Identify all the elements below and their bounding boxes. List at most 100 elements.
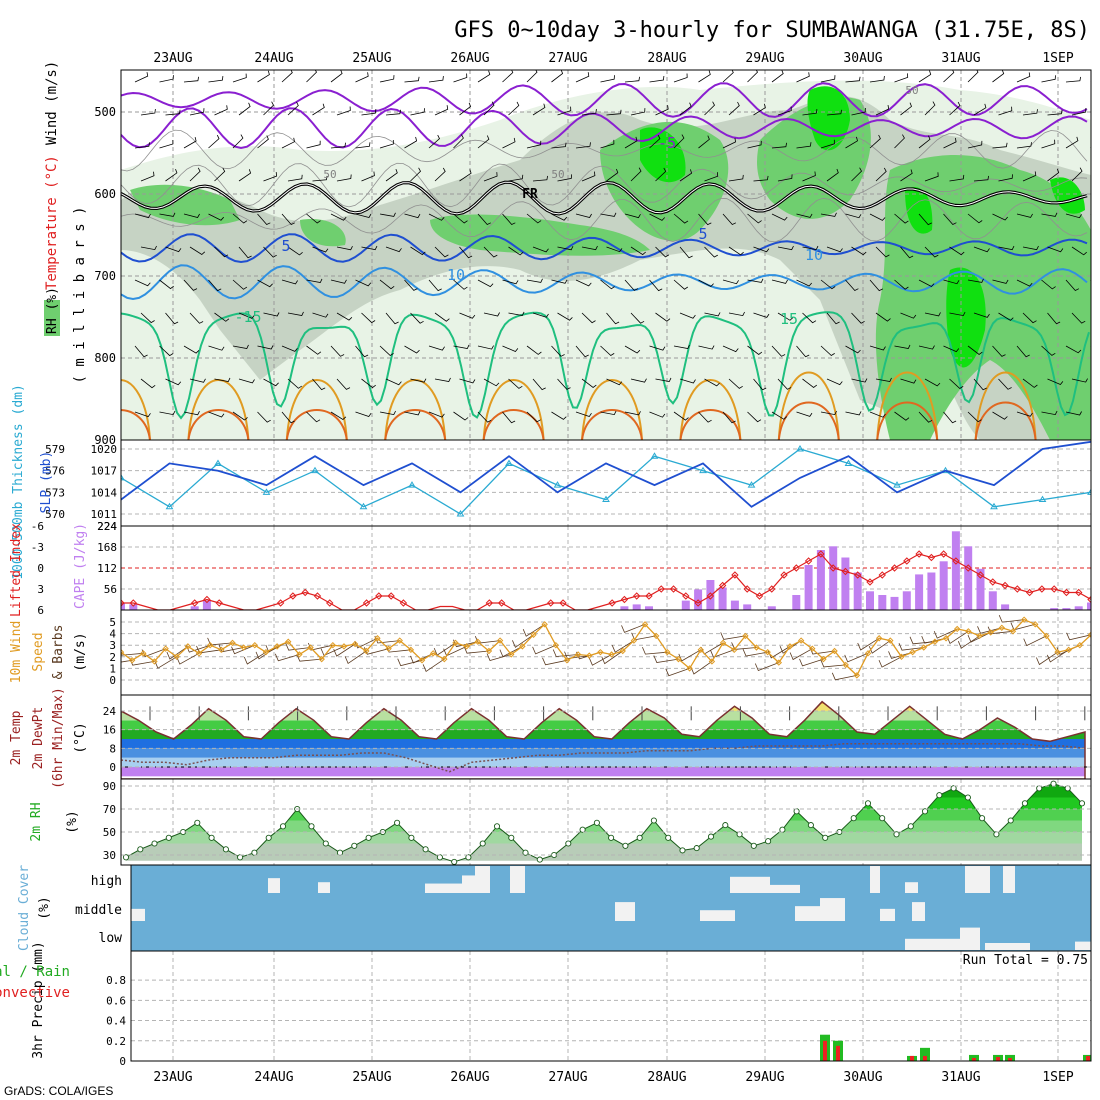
upper-wind-barb (698, 70, 711, 83)
wind-tick-label: 0 (109, 674, 116, 687)
lifted-index-point (1087, 595, 1091, 604)
wind-barb (888, 651, 913, 659)
upper-wind-barb (453, 279, 468, 290)
wind-barb (166, 646, 189, 660)
upper-wind-barb (330, 345, 345, 357)
precip-convective-bar (1008, 1057, 1012, 1061)
rh-point (593, 819, 600, 826)
temp-band (121, 748, 1085, 758)
upper-wind-barb (747, 278, 764, 283)
wind-barb (611, 640, 635, 653)
upper-wind-barb (526, 278, 543, 283)
temp-tick-label: 8 (109, 742, 116, 755)
wind-barb (285, 643, 311, 651)
upper-wind-barb (655, 377, 672, 382)
rh-tick-label: 30 (103, 849, 116, 862)
upper-wind-barb (551, 213, 568, 221)
upper-wind-barb (140, 108, 156, 116)
rh-band (126, 832, 1082, 844)
upper-wind-barb (434, 246, 449, 258)
upper-wind-barb (826, 378, 843, 386)
wind-speed-point (541, 621, 548, 628)
wind-speed-point (441, 655, 448, 663)
upper-wind-barb (771, 411, 788, 420)
wind-speed-point (519, 643, 526, 650)
wind-speed-point (396, 637, 403, 644)
cape-bar (1087, 602, 1091, 610)
cape-tick-label: 168 (97, 541, 117, 554)
upper-wind-barb (722, 345, 739, 353)
upper-wind-barb (532, 103, 546, 116)
upper-wind-barb (796, 213, 813, 218)
upper-wind-barb (722, 279, 739, 285)
wind-speed-point (842, 661, 849, 669)
wind-speed-point (641, 621, 649, 628)
upper-wind-barb (967, 213, 983, 224)
upper-wind-barb (355, 72, 369, 83)
upper-wind-barb (624, 411, 641, 416)
rh-point (137, 846, 144, 853)
rh-point (765, 838, 772, 845)
upper-wind-barb (532, 378, 546, 391)
rh-point (650, 817, 657, 824)
wind-tick-label: 5 (109, 616, 116, 629)
temp-tick-label: 16 (103, 724, 116, 737)
lifted-index-point (829, 564, 837, 572)
upper-wind-barb (1047, 312, 1061, 325)
rh-point (508, 834, 515, 841)
upper-wind-barb (483, 246, 498, 258)
upper-wind-barb (630, 108, 646, 116)
temperature-label: Temperature (°C) (44, 155, 60, 290)
freezing-level-contour-inner (121, 181, 1088, 215)
upper-wind-barb (924, 172, 939, 182)
upper-wind-barb (1097, 247, 1100, 257)
cape-bar (853, 572, 862, 610)
upper-wind-barb (796, 279, 813, 287)
upper-wind-barb (379, 139, 394, 149)
lifted-index-point (976, 571, 985, 579)
temp-contour-minus10 (121, 82, 1088, 118)
rh-point (722, 822, 729, 829)
wind-tick-label: 1 (109, 662, 116, 675)
upper-wind-barb (189, 108, 205, 116)
upper-wind-barb (263, 101, 274, 116)
wind-barb (333, 643, 356, 657)
lifted-index-point (755, 592, 764, 600)
upper-wind-barb (869, 345, 886, 351)
upper-wind-barb (900, 246, 914, 259)
lifted-index-point (682, 592, 690, 600)
upper-wind-barb (894, 213, 909, 224)
upper-wind-barb (820, 410, 837, 416)
upper-wind-barb (753, 103, 766, 116)
wind-barb (987, 626, 1014, 635)
upper-wind-barb (551, 70, 564, 83)
rh-point (807, 822, 814, 829)
upper-wind-barb (704, 246, 718, 258)
upper-wind-barb (673, 134, 685, 149)
upper-wind-barb (557, 378, 571, 390)
wind-speed-point (764, 648, 771, 656)
upper-wind-barb (336, 174, 352, 182)
cape-bar (121, 602, 125, 610)
upper-wind-barb (208, 411, 225, 418)
wind-barb (977, 626, 1002, 634)
upper-wind-barb (1022, 109, 1038, 116)
cloud-block (615, 902, 635, 921)
cape-bar (792, 595, 801, 610)
upper-wind-barb (306, 140, 321, 149)
upper-wind-barb (1071, 246, 1087, 256)
precip-convective-bar (910, 1055, 914, 1061)
upper-wind-barb (532, 175, 548, 182)
upper-wind-barb (698, 135, 710, 149)
cloud-block (905, 882, 918, 893)
upper-wind-barb (918, 70, 932, 83)
upper-wind-barb (159, 345, 174, 357)
upper-wind-barb (263, 172, 278, 182)
upper-wind-barb (165, 312, 179, 325)
wind-barb (129, 658, 155, 666)
upper-wind-barb (728, 174, 744, 182)
upper-wind-barb (728, 311, 745, 317)
lifted-index-point (1062, 588, 1071, 597)
wind-speed-point (853, 672, 861, 679)
wind-barb (422, 658, 445, 673)
